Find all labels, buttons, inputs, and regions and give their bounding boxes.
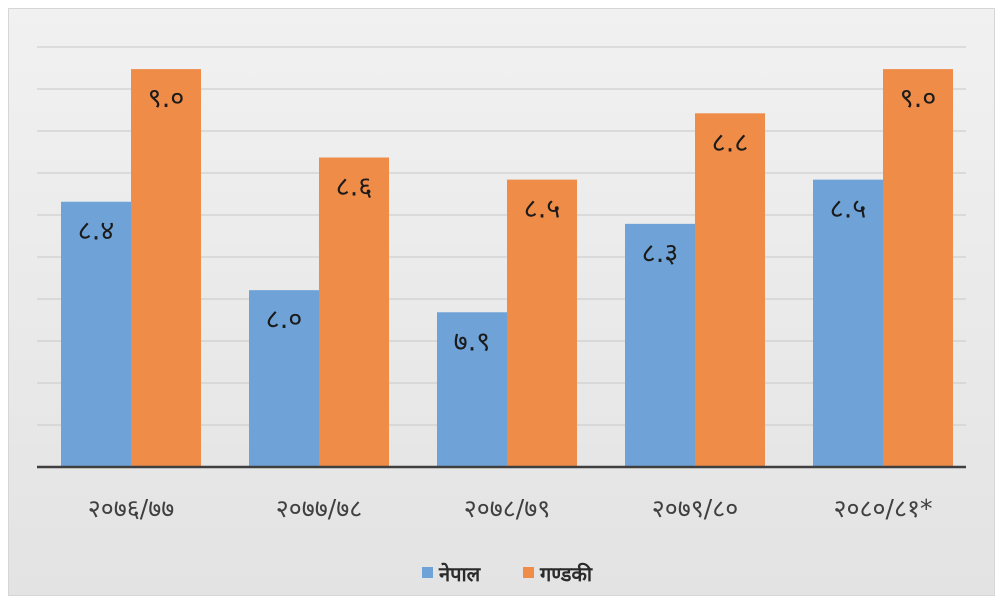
bars: ८.४ ९.० ८.० ८.६ ७.९ ८.५ ८.३ ८.८ ८.५ ९.० (61, 69, 953, 468)
x-tick-label: २०८०/८१* (834, 494, 933, 523)
bar-nepal (61, 201, 131, 467)
bar-nepal (249, 290, 319, 467)
legend-label-gandaki: गण्डकी (539, 562, 593, 586)
data-label: ८.६ (336, 172, 373, 203)
data-label: ७.९ (454, 326, 491, 357)
x-tick-label: २०७८/७९ (464, 494, 550, 523)
bar-gandaki (507, 179, 577, 467)
bar-nepal (813, 179, 883, 467)
x-tick-label: २०७७/७८ (276, 494, 362, 523)
bar-gandaki (695, 113, 765, 467)
data-label: ९.० (900, 83, 937, 114)
bar-chart: ८.४९.०८.०८.६७.९८.५८.३८.८८.५९.० २०७६/७७ २०… (37, 46, 966, 586)
legend: नेपाल गण्डकी (422, 562, 593, 586)
data-label: ८.० (266, 304, 303, 335)
bar-gandaki (883, 69, 953, 468)
bar-gandaki (131, 69, 201, 468)
legend-label-nepal: नेपाल (438, 562, 482, 586)
bar-nepal (437, 312, 507, 467)
legend-swatch-gandaki (523, 567, 534, 578)
x-tick-label: २०७९/८० (652, 494, 738, 523)
data-label: ८.४ (78, 216, 115, 247)
data-label: ८.८ (712, 127, 749, 158)
data-label: ८.५ (830, 194, 867, 225)
data-label: ९.० (148, 83, 185, 114)
data-label: ८.५ (524, 194, 561, 225)
x-tick-labels: २०७६/७७ २०७७/७८ २०७८/७९ २०७९/८० २०८०/८१* (88, 494, 933, 523)
bar-gandaki (319, 157, 389, 468)
x-tick-label: २०७६/७७ (88, 494, 174, 523)
legend-swatch-nepal (422, 567, 433, 578)
data-label: ८.३ (642, 238, 679, 269)
bar-nepal (625, 223, 695, 467)
chart-frame: ८.४ ९.० ८.० ८.६ ७.९ ८.५ ८.३ ८.८ ८.५ ९.० २०७६/७७ २०… (8, 8, 995, 596)
